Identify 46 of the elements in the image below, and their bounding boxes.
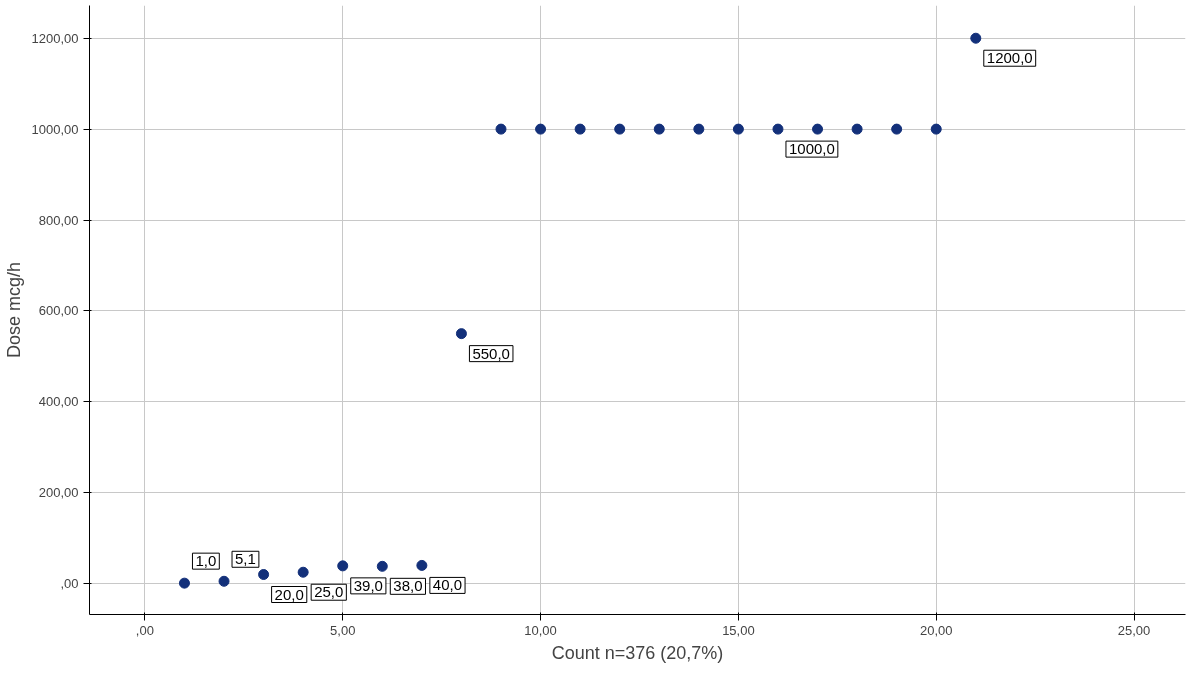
point [535,123,547,135]
data-label: 1,0 [195,552,217,570]
point [416,559,428,571]
point [653,123,665,135]
point [812,123,824,135]
x-tick-label: 15,00 [722,622,755,638]
point [970,32,982,44]
x-tick-label: 25,00 [1117,622,1151,638]
y-tick-label: ,00 [60,576,79,592]
point [732,123,744,135]
data-label: 5,1 [235,550,256,568]
point [851,123,863,135]
x-tick-label: 20,00 [919,622,953,638]
point [495,123,507,135]
y-tick-label: 600,00 [38,303,79,319]
point [258,569,270,580]
x-tick-label: 10,00 [524,622,557,638]
data-label: 38,0 [393,577,423,595]
y-tick-label: 1200,00 [31,30,79,46]
data-label: 20,0 [274,585,304,603]
point [891,123,903,135]
y-tick-label: 1000,00 [31,121,79,137]
point [930,123,942,135]
x-tick-label: 5,00 [330,622,356,638]
point [218,575,230,587]
x-axis-title: Count n=376 (20,7%) [551,642,724,663]
point [455,328,467,340]
y-tick-label: 200,00 [38,485,79,501]
data-label: 25,0 [314,583,344,601]
data-label: 1200,0 [986,49,1033,67]
y-axis-title: Dose mcg/h [3,261,24,359]
data-label: 550,0 [472,344,510,362]
data-label: 1000,0 [788,140,835,158]
point [574,123,586,135]
point [693,123,705,135]
point [297,566,309,578]
point [337,560,349,572]
x-tick-label: ,00 [135,622,154,638]
y-tick-label: 400,00 [38,394,79,410]
point [614,123,626,135]
point [376,560,388,572]
point [178,577,190,589]
data-label: 39,0 [353,576,383,594]
point [772,123,784,135]
data-label: 40,0 [432,576,463,594]
y-tick-label: 800,00 [38,212,79,228]
